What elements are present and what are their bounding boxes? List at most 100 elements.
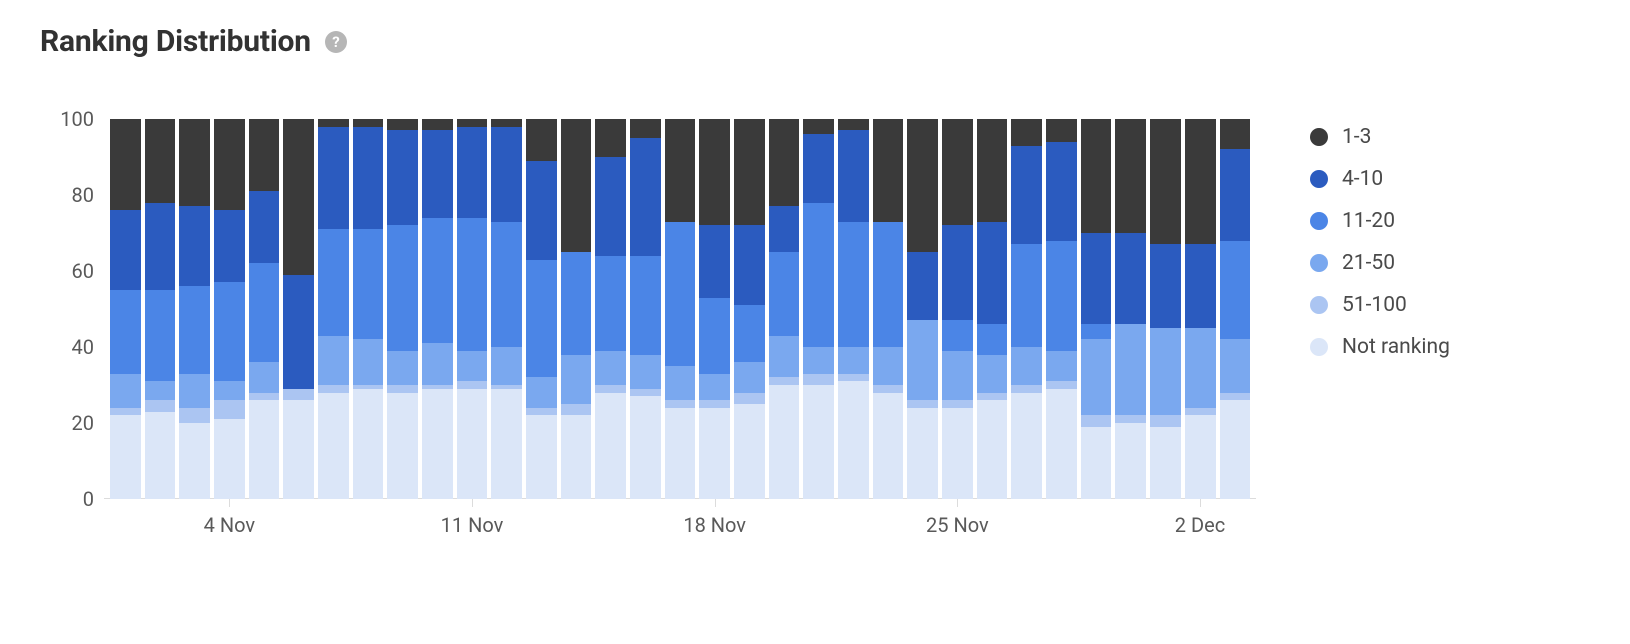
legend-item-51_100[interactable]: 51-100: [1310, 293, 1450, 317]
bar-segment-51_100: [699, 400, 730, 408]
bar-segment-11_20: [595, 256, 626, 351]
bar[interactable]: [1046, 119, 1077, 499]
bar-segment-21_50: [214, 381, 245, 400]
bar-segment-4_10: [907, 252, 938, 320]
bar-segment-21_50: [1081, 339, 1112, 415]
bar[interactable]: [665, 119, 696, 499]
bar-segment-4_10: [214, 210, 245, 282]
legend-item-11_20[interactable]: 11-20: [1310, 209, 1450, 233]
legend-item-21_50[interactable]: 21-50: [1310, 251, 1450, 275]
bar[interactable]: [145, 119, 176, 499]
legend-item-not_ranking[interactable]: Not ranking: [1310, 335, 1450, 359]
bar[interactable]: [491, 119, 522, 499]
bar-segment-21_50: [769, 336, 800, 378]
bar[interactable]: [318, 119, 349, 499]
y-tick: 80: [72, 183, 94, 207]
legend-item-4_10[interactable]: 4-10: [1310, 167, 1450, 191]
bar-segment-not_ranking: [734, 404, 765, 499]
bar[interactable]: [526, 119, 557, 499]
bar-segment-1_3: [1150, 119, 1181, 244]
bar-segment-1_3: [1220, 119, 1251, 149]
bar-segment-21_50: [145, 381, 176, 400]
bar[interactable]: [457, 119, 488, 499]
bar-segment-51_100: [942, 400, 973, 408]
bar-segment-11_20: [110, 290, 141, 374]
bar-segment-11_20: [179, 286, 210, 373]
bar-segment-1_3: [734, 119, 765, 225]
bar-segment-51_100: [561, 404, 592, 415]
bar[interactable]: [803, 119, 834, 499]
bar-segment-21_50: [630, 355, 661, 389]
bar[interactable]: [1150, 119, 1181, 499]
bar[interactable]: [1011, 119, 1042, 499]
bar[interactable]: [1081, 119, 1112, 499]
bar-segment-11_20: [1046, 241, 1077, 351]
legend-item-1_3[interactable]: 1-3: [1310, 125, 1450, 149]
bar-segment-4_10: [457, 127, 488, 218]
bars-container: [110, 119, 1250, 499]
bar-segment-4_10: [422, 130, 453, 217]
bar-segment-4_10: [977, 222, 1008, 325]
legend-label: 4-10: [1342, 167, 1383, 191]
bar[interactable]: [110, 119, 141, 499]
bar[interactable]: [283, 119, 314, 499]
bar-segment-51_100: [214, 400, 245, 419]
bar-segment-11_20: [526, 260, 557, 378]
x-tick-mark: [715, 499, 716, 507]
bar-segment-21_50: [873, 347, 904, 385]
bar-segment-11_20: [387, 225, 418, 350]
x-tick-label: 25 Nov: [926, 513, 989, 537]
bar-segment-1_3: [1185, 119, 1216, 244]
bar[interactable]: [1115, 119, 1146, 499]
bar[interactable]: [769, 119, 800, 499]
bar-segment-51_100: [179, 408, 210, 423]
legend-swatch: [1310, 296, 1328, 314]
bar[interactable]: [1185, 119, 1216, 499]
bar-segment-1_3: [838, 119, 869, 130]
bar[interactable]: [561, 119, 592, 499]
page-title: Ranking Distribution: [40, 24, 311, 59]
bar[interactable]: [353, 119, 384, 499]
bar-segment-not_ranking: [1150, 427, 1181, 499]
bar-segment-51_100: [907, 400, 938, 408]
bar-segment-not_ranking: [387, 393, 418, 499]
bar-segment-4_10: [353, 127, 384, 230]
x-tick-mark: [957, 499, 958, 507]
bar-segment-not_ranking: [491, 389, 522, 499]
bar-segment-not_ranking: [110, 415, 141, 499]
bar[interactable]: [422, 119, 453, 499]
bar-segment-21_50: [838, 347, 869, 374]
bar-segment-not_ranking: [977, 400, 1008, 499]
bar[interactable]: [907, 119, 938, 499]
bar[interactable]: [942, 119, 973, 499]
legend-label: 21-50: [1342, 251, 1395, 275]
bar[interactable]: [249, 119, 280, 499]
bar-segment-1_3: [387, 119, 418, 130]
bar[interactable]: [387, 119, 418, 499]
bar-segment-21_50: [942, 351, 973, 400]
bar-segment-1_3: [110, 119, 141, 210]
bar[interactable]: [977, 119, 1008, 499]
bar[interactable]: [630, 119, 661, 499]
bar[interactable]: [734, 119, 765, 499]
x-tick-mark: [1200, 499, 1201, 507]
bar[interactable]: [699, 119, 730, 499]
bar-segment-11_20: [491, 222, 522, 347]
bar[interactable]: [179, 119, 210, 499]
bar-segment-1_3: [318, 119, 349, 127]
bar[interactable]: [1220, 119, 1251, 499]
bar-segment-1_3: [942, 119, 973, 225]
bar-segment-21_50: [526, 377, 557, 407]
bar-segment-4_10: [595, 157, 626, 256]
bar-segment-21_50: [387, 351, 418, 385]
bar[interactable]: [214, 119, 245, 499]
bar-segment-4_10: [387, 130, 418, 225]
bar[interactable]: [873, 119, 904, 499]
bar-segment-4_10: [491, 127, 522, 222]
bar[interactable]: [595, 119, 626, 499]
help-icon[interactable]: ?: [325, 31, 347, 53]
bar[interactable]: [838, 119, 869, 499]
legend-swatch: [1310, 254, 1328, 272]
bar-segment-1_3: [457, 119, 488, 127]
bar-segment-1_3: [1115, 119, 1146, 233]
